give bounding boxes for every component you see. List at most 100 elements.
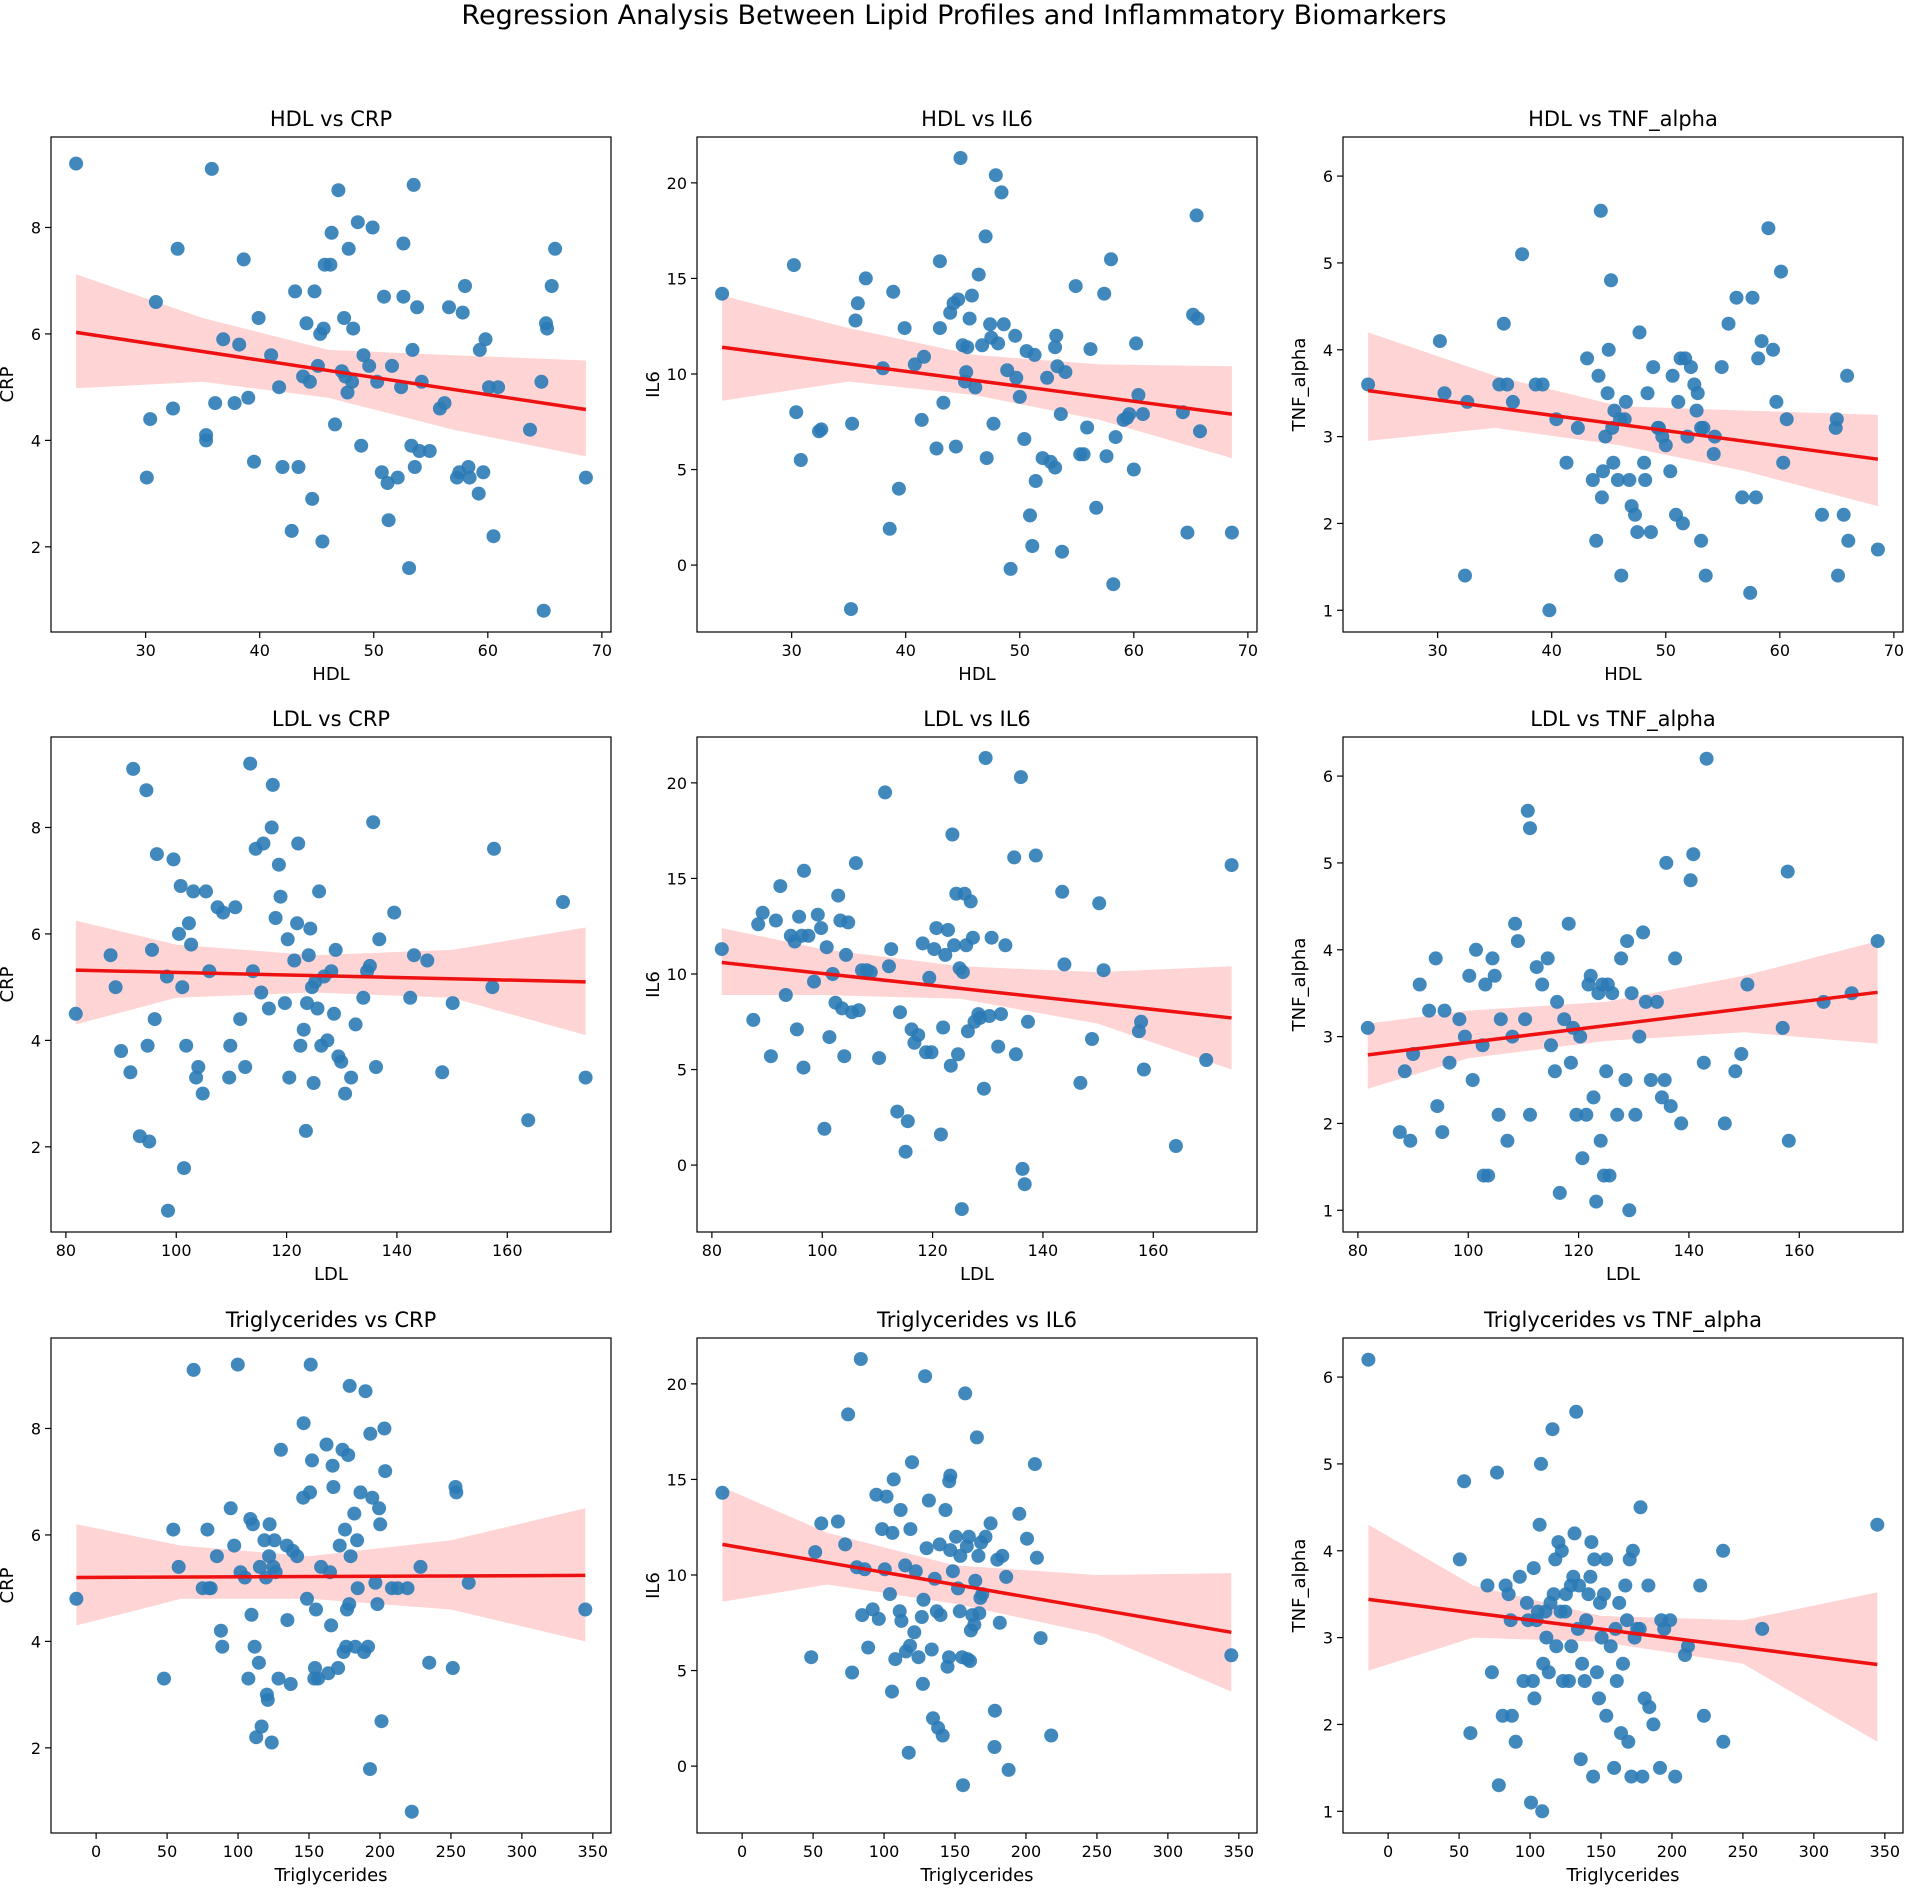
data-point (1126, 462, 1141, 477)
data-point (1663, 1099, 1678, 1114)
data-point (956, 1778, 970, 1793)
data-point (306, 1076, 321, 1090)
data-point (971, 1548, 986, 1563)
y-tick-label: 10 (667, 365, 687, 384)
data-point (971, 267, 986, 282)
data-point (1632, 1029, 1647, 1044)
data-point (1593, 203, 1608, 218)
data-point (831, 888, 846, 903)
data-point (1638, 473, 1653, 487)
data-point (1624, 986, 1639, 1001)
data-point (233, 1012, 248, 1027)
data-point (540, 321, 555, 336)
data-point (755, 905, 770, 920)
data-point (778, 988, 793, 1002)
data-point (213, 1623, 228, 1638)
data-point (1437, 1003, 1452, 1018)
data-point (370, 1597, 385, 1612)
data-point (320, 1033, 335, 1048)
data-point (1583, 968, 1598, 983)
data-point (905, 1455, 919, 1470)
data-point (882, 1587, 897, 1602)
data-point (199, 433, 214, 448)
data-point (987, 1740, 1002, 1754)
data-point (175, 980, 190, 995)
data-point (1570, 420, 1585, 435)
data-point (209, 1549, 224, 1564)
data-point (882, 521, 897, 536)
x-tick-label: 70 (1238, 641, 1258, 660)
data-point (1734, 1047, 1749, 1061)
data-point (1504, 1708, 1519, 1723)
data-point (344, 1070, 359, 1085)
data-point (945, 1564, 960, 1579)
data-point (1554, 1543, 1569, 1558)
data-point (1224, 525, 1239, 540)
data-point (350, 1581, 365, 1596)
data-point (1108, 430, 1123, 445)
data-point (1135, 407, 1150, 422)
data-point (1714, 360, 1729, 375)
data-point (195, 1086, 210, 1101)
data-point (325, 1458, 340, 1473)
data-point (69, 1591, 84, 1606)
data-point (1027, 1457, 1042, 1472)
y-tick-label: 2 (1323, 514, 1333, 533)
data-point (1028, 848, 1043, 863)
data-point (951, 1047, 965, 1062)
data-point (932, 321, 947, 336)
data-point (943, 1058, 958, 1073)
data-point (1134, 1014, 1149, 1029)
data-point (1484, 1665, 1499, 1680)
data-point (1594, 1630, 1609, 1645)
data-point (1638, 994, 1653, 1009)
data-point (882, 959, 896, 974)
plot-area (1360, 751, 1885, 1218)
data-point (978, 229, 993, 244)
data-point (228, 900, 243, 915)
data-point (1557, 1012, 1572, 1027)
data-point (1681, 1639, 1695, 1654)
data-point (1604, 273, 1618, 288)
y-tick-label: 2 (31, 1138, 41, 1157)
data-point (462, 470, 477, 485)
data-point (1740, 977, 1755, 992)
data-point (1698, 568, 1713, 583)
data-point (1601, 342, 1616, 357)
data-point (1478, 977, 1493, 992)
x-tick-label: 30 (135, 641, 155, 660)
data-point (1776, 455, 1791, 470)
data-point (1540, 951, 1555, 966)
data-point (216, 332, 231, 347)
axes-frame (696, 1337, 1258, 1834)
data-point (933, 1608, 948, 1623)
data-point (139, 470, 154, 485)
data-point (1840, 368, 1855, 383)
data-point (814, 1516, 829, 1531)
data-point (953, 151, 968, 165)
data-point (486, 529, 501, 544)
y-tick-label: 6 (1323, 1368, 1333, 1387)
data-point (886, 284, 901, 299)
data-point (264, 348, 279, 363)
data-point (1437, 386, 1452, 401)
data-point (789, 1022, 804, 1037)
data-point (853, 1352, 868, 1366)
data-point (1422, 1003, 1437, 1018)
data-point (1189, 208, 1204, 223)
data-point (1541, 1665, 1556, 1680)
data-point (556, 895, 570, 909)
data-point (1643, 525, 1658, 540)
data-point (303, 1485, 317, 1500)
data-point (858, 271, 873, 286)
y-tick-label: 6 (31, 1526, 41, 1545)
data-point (914, 412, 929, 427)
data-point (1606, 455, 1621, 470)
data-point (331, 1661, 346, 1675)
data-point (303, 921, 318, 936)
subplot-title: HDL vs IL6 (921, 107, 1033, 131)
data-point (544, 279, 559, 293)
data-point (1569, 1404, 1584, 1419)
y-tick-label: 15 (667, 1470, 687, 1489)
